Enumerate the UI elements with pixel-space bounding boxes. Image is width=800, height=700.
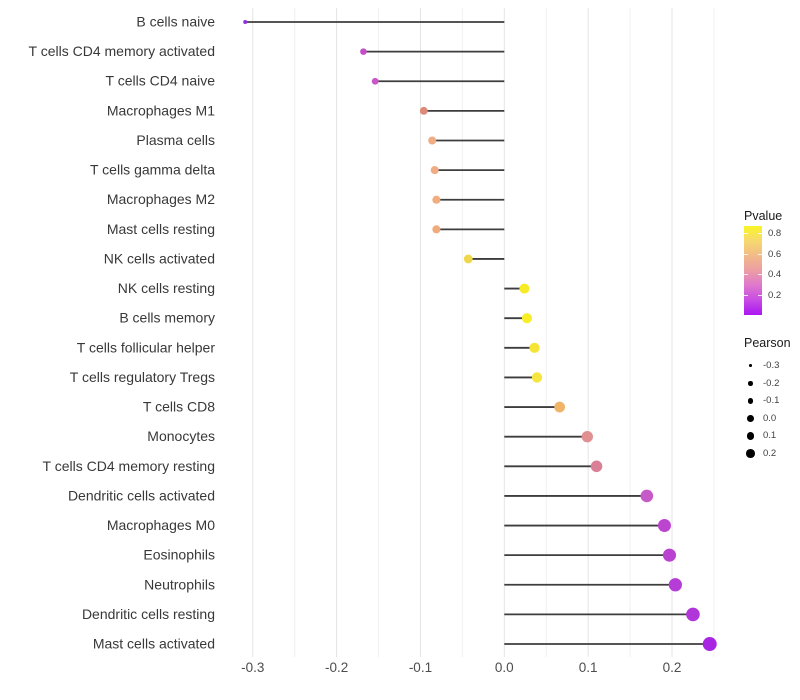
pearson-key-label: 0.1 (763, 430, 777, 442)
pearson-legend-item: 0.0 (744, 410, 800, 428)
pearson-legend-item: -0.3 (744, 357, 800, 375)
pearson-legend-item: 0.1 (744, 427, 800, 445)
y-axis-label: Dendritic cells activated (68, 487, 215, 503)
colorbar-tick (758, 274, 762, 276)
pearson-legend: Pearson -0.3 -0.2 -0.1 0.0 0.1 0.2 (744, 336, 800, 462)
pvalue-tick-label: 0.8 (768, 228, 782, 240)
lollipop-dot (662, 548, 677, 562)
y-axis-label: Mast cells resting (107, 221, 215, 237)
colorbar-tick (744, 294, 748, 296)
x-tick-label: 0.0 (495, 660, 514, 675)
x-tick-label: -0.2 (325, 660, 348, 675)
pearson-key-dot (746, 448, 755, 458)
y-axis-label: T cells CD8 (143, 399, 215, 415)
y-axis-label: Macrophages M2 (107, 191, 215, 207)
pearson-key-dot (747, 397, 754, 404)
lollipop-dot (360, 48, 367, 55)
lollipop-dot (371, 77, 379, 85)
x-tick-label: -0.1 (409, 660, 432, 675)
y-axis-label: T cells regulatory Tregs (70, 369, 215, 385)
colorbar-tick (744, 253, 748, 255)
y-axis-label: Plasma cells (136, 132, 215, 148)
pvalue-legend: Pvalue 0.8 0.6 0.4 0.2 (744, 209, 800, 315)
lollipop-dot (463, 254, 473, 264)
lollipop-dot (432, 225, 441, 234)
lollipop-dot (521, 313, 532, 324)
pearson-legend-item: -0.1 (744, 392, 800, 410)
lollipop-dot (243, 19, 248, 25)
y-axis-label: B cells memory (119, 310, 215, 326)
y-axis-label: Neutrophils (144, 576, 215, 592)
y-axis-label: T cells follicular helper (77, 339, 216, 355)
lollipop-dot (430, 166, 439, 175)
pearson-legend-items: -0.3 -0.2 -0.1 0.0 0.1 0.2 (744, 357, 800, 462)
lollipop-dot (581, 430, 593, 443)
pearson-key-dot-cell (744, 364, 757, 368)
lollipop-dot (554, 401, 566, 413)
lollipop-dot (702, 637, 717, 652)
y-axis-label: Eosinophils (143, 547, 215, 563)
y-axis-label: B cells naive (136, 14, 215, 30)
x-tick-label: -0.3 (241, 660, 264, 675)
y-axis-label: NK cells resting (118, 280, 215, 296)
pearson-key-label: -0.2 (763, 377, 780, 389)
pearson-key-label: -0.3 (763, 360, 780, 372)
lollipop-dot (419, 106, 428, 115)
y-axis-label: NK cells activated (104, 250, 215, 266)
pvalue-colorbar (744, 226, 762, 315)
pearson-key-dot-cell (744, 380, 757, 386)
pearson-key-label: -0.1 (763, 395, 780, 407)
colorbar-tick (758, 233, 762, 235)
y-axis-label: Macrophages M0 (107, 517, 215, 533)
pearson-key-dot (747, 414, 754, 422)
pearson-key-dot-cell (744, 431, 757, 440)
pearson-key-dot (746, 431, 755, 440)
y-axis-label: T cells gamma delta (90, 162, 215, 178)
pearson-legend-item: -0.2 (744, 375, 800, 393)
pearson-key-label: 0.2 (763, 447, 777, 459)
lollipop-dot (686, 607, 700, 622)
colorbar-tick (758, 294, 762, 296)
y-axis-label: T cells CD4 naive (106, 73, 216, 89)
lollipop-dot (529, 342, 540, 353)
y-axis-label: Dendritic cells resting (82, 606, 215, 622)
pearson-key-dot (749, 364, 752, 368)
pearson-key-label: 0.0 (763, 412, 777, 424)
pvalue-tick-label: 0.2 (768, 289, 782, 301)
pearson-legend-item: 0.2 (744, 445, 800, 463)
pvalue-tick-label: 0.6 (768, 248, 782, 260)
pvalue-legend-title: Pvalue (744, 209, 783, 223)
lollipop-dot (640, 489, 654, 503)
x-tick-label: 0.2 (663, 660, 682, 675)
lollipop-dot (668, 578, 682, 592)
y-axis-label: Mast cells activated (93, 636, 215, 652)
lollipop-dot (531, 372, 543, 383)
pvalue-tick-label: 0.4 (768, 269, 782, 281)
x-tick-label: 0.1 (579, 660, 598, 675)
y-axis-label: Monocytes (147, 428, 215, 444)
lollipop-dot (432, 195, 441, 204)
pearson-key-dot-cell (744, 414, 757, 422)
pearson-key-dot-cell (744, 397, 757, 404)
pearson-key-dot (748, 380, 753, 386)
pearson-legend-title: Pearson (744, 336, 791, 350)
colorbar-tick (758, 253, 762, 255)
y-axis-label: T cells CD4 memory activated (29, 43, 215, 59)
y-axis-label: T cells CD4 memory resting (43, 458, 215, 474)
lollipop-dot (428, 136, 437, 145)
y-axis-label: Macrophages M1 (107, 102, 215, 118)
pearson-key-dot-cell (744, 448, 757, 458)
colorbar-tick (744, 274, 748, 276)
lollipop-dot (657, 519, 671, 533)
lollipop-dot (519, 283, 530, 294)
colorbar-tick (744, 233, 748, 235)
lollipop-dot (590, 460, 603, 473)
